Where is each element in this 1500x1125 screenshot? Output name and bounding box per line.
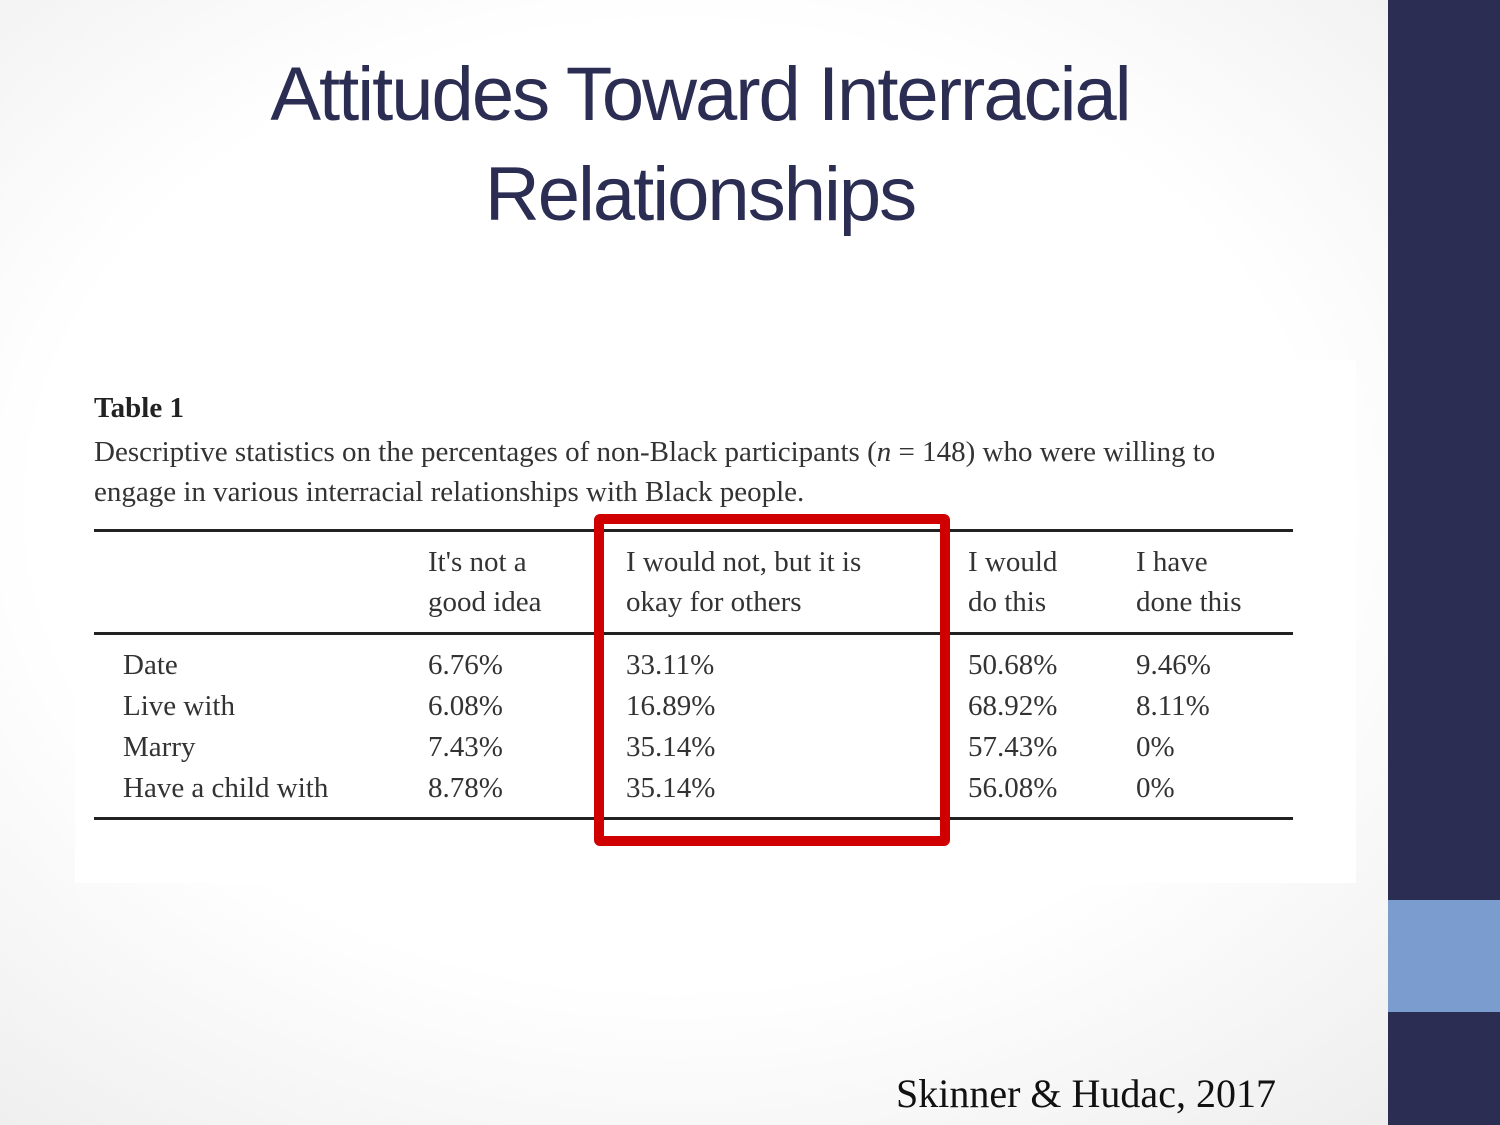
table-image xyxy=(75,360,1356,883)
table-cell: 6.08% xyxy=(428,690,503,722)
caption-text: = 148) who were willing to engage in var… xyxy=(94,436,1216,508)
table-rule xyxy=(94,529,1293,532)
table-cell: 68.92% xyxy=(968,690,1058,722)
citation: Skinner & Hudac, 2017 xyxy=(896,1071,1276,1116)
table-cell: 50.68% xyxy=(968,649,1058,681)
table-cell: 33.11% xyxy=(626,649,715,681)
column-header: do this xyxy=(968,586,1047,618)
table-rule xyxy=(94,817,1293,820)
table-cell: 35.14% xyxy=(626,731,716,763)
table-rule xyxy=(94,632,1293,635)
table-cell: 7.43% xyxy=(428,731,503,763)
table-cell: 57.43% xyxy=(968,731,1058,763)
row-label: Date xyxy=(123,649,178,681)
column-header: I have xyxy=(1136,546,1208,578)
highlight-box xyxy=(594,514,950,846)
column-header: I would xyxy=(968,546,1058,578)
row-label: Live with xyxy=(123,690,235,722)
table-cell: 8.11% xyxy=(1136,690,1210,722)
row-label: Marry xyxy=(123,731,196,763)
table-cell: 6.76% xyxy=(428,649,503,681)
table-cell: 9.46% xyxy=(1136,649,1211,681)
table-cell: 0% xyxy=(1136,772,1175,804)
column-header: okay for others xyxy=(626,586,802,618)
caption-text: n xyxy=(876,436,892,468)
table-label: Table 1 xyxy=(94,392,184,424)
column-header: good idea xyxy=(428,586,542,618)
table-cell: 16.89% xyxy=(626,690,716,722)
table-cell: 8.78% xyxy=(428,772,503,804)
table-caption: Descriptive statistics on the percentage… xyxy=(94,432,1299,512)
slide-title: Attitudes Toward Interracial Relationshi… xyxy=(270,52,1131,237)
table-cell: 0% xyxy=(1136,731,1175,763)
column-header: I would not, but it is xyxy=(626,546,862,578)
table-cell: 56.08% xyxy=(968,772,1058,804)
row-label: Have a child with xyxy=(123,772,329,804)
table-cell: 35.14% xyxy=(626,772,716,804)
column-header: done this xyxy=(1136,586,1242,618)
sidebar-accent xyxy=(1388,900,1500,1012)
column-header: It's not a xyxy=(428,546,527,578)
caption-text: Descriptive statistics on the percentage… xyxy=(94,436,877,468)
